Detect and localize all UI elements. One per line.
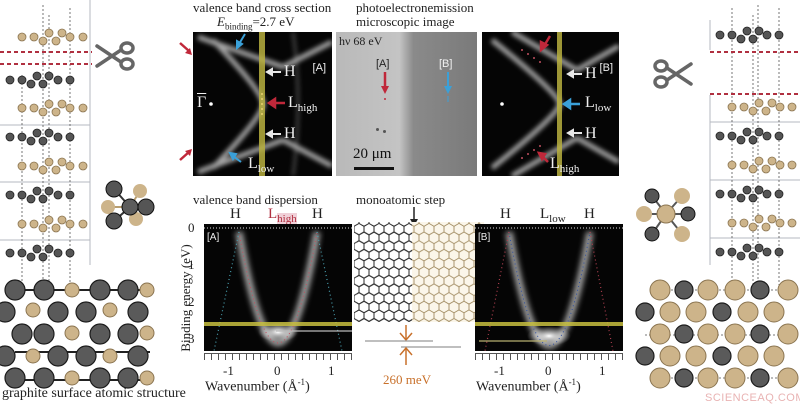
- photon-energy: hν 68 eV: [339, 34, 383, 48]
- dispersion-title: valence band dispersion: [193, 192, 318, 207]
- red-arrow-outer-top: [179, 42, 192, 55]
- dispersion-b-top-labels: H Llow H: [500, 206, 595, 225]
- right-structure: [620, 0, 800, 405]
- step-title: monoatomic step: [356, 192, 446, 207]
- panel-b-tag: [B]: [599, 62, 613, 74]
- label-l-low: Llow: [248, 155, 275, 176]
- label-l-low-b: Llow: [585, 94, 612, 115]
- label-l-high-b: Lhigh: [550, 155, 580, 176]
- scale-bar-label: 20 μm: [353, 146, 392, 162]
- atom-cluster-left: [101, 180, 155, 230]
- peem-title-line2: microscopic image: [356, 14, 455, 29]
- energy-diff-label: 260 meV: [383, 372, 432, 387]
- top-label-h1: H: [230, 206, 241, 222]
- scissors-icon: [95, 41, 135, 71]
- energy-diff-diagram: 260 meV: [355, 325, 475, 387]
- peem-blue-arrow: [444, 72, 452, 102]
- x-ticks-b: [475, 353, 623, 366]
- scale-bar: [354, 167, 394, 170]
- watermark: SCIENCEAQ.COM: [705, 392, 800, 404]
- x-axis-label-a: Wavenumber (Å-1): [205, 377, 310, 395]
- x-ticks-a: [204, 353, 352, 366]
- atom-cluster-right: [636, 188, 696, 242]
- dispersion-b-plot: [B]: [475, 224, 623, 351]
- gamma-label: Γ: [197, 94, 207, 111]
- label-l-high: Lhigh: [288, 94, 318, 115]
- peem-red-arrow: [381, 72, 389, 100]
- cross-section-a-panel: [A] Γ H Lhigh H Llow: [193, 32, 332, 176]
- top-label-l-high: Lhigh: [268, 206, 297, 225]
- cross-section-title: valence band cross section Ebinding=2.7 …: [193, 1, 331, 34]
- left-layer-stack: [0, 0, 155, 389]
- peem-title-line1: photoelectronemission: [356, 0, 474, 15]
- label-h-bottom-b: H: [585, 125, 597, 142]
- left-structure: graphite surface atomic structure: [0, 0, 190, 405]
- dispersion-b-tag: [B]: [478, 232, 491, 243]
- x-axis-label-b: Wavenumber (Å-1): [476, 377, 581, 395]
- peem-title: photoelectronemission microscopic image: [356, 1, 474, 29]
- dispersion-a-top-labels: H Lhigh H: [230, 206, 330, 225]
- cross-section-b-panel: [B] H Llow H Lhigh: [482, 32, 619, 176]
- panel-a-tag: [A]: [312, 62, 326, 74]
- label-h-bottom: H: [284, 125, 296, 142]
- label-h-top-b: H: [585, 65, 597, 82]
- peem-image: hν 68 eV [A] [B] 20 μm: [336, 32, 477, 176]
- dispersion-a-tag: [A]: [207, 232, 220, 243]
- right-layer-stack: [635, 5, 800, 389]
- dispersion-a-plot: [A]: [204, 224, 352, 351]
- red-arrow-outer-bottom: [179, 149, 192, 161]
- cross-section-title-line2: Ebinding=2.7 eV: [217, 14, 295, 32]
- top-label-h2: H: [312, 206, 323, 222]
- peem-marker-b: [B]: [439, 58, 453, 70]
- peem-marker-a: [A]: [376, 58, 390, 70]
- label-h-top: H: [284, 63, 296, 80]
- scissors-icon-right: [653, 59, 693, 89]
- left-structure-caption: graphite surface atomic structure: [2, 386, 186, 401]
- graphene-lattice: [354, 222, 484, 322]
- cross-section-title-line1: valence band cross section: [193, 0, 332, 15]
